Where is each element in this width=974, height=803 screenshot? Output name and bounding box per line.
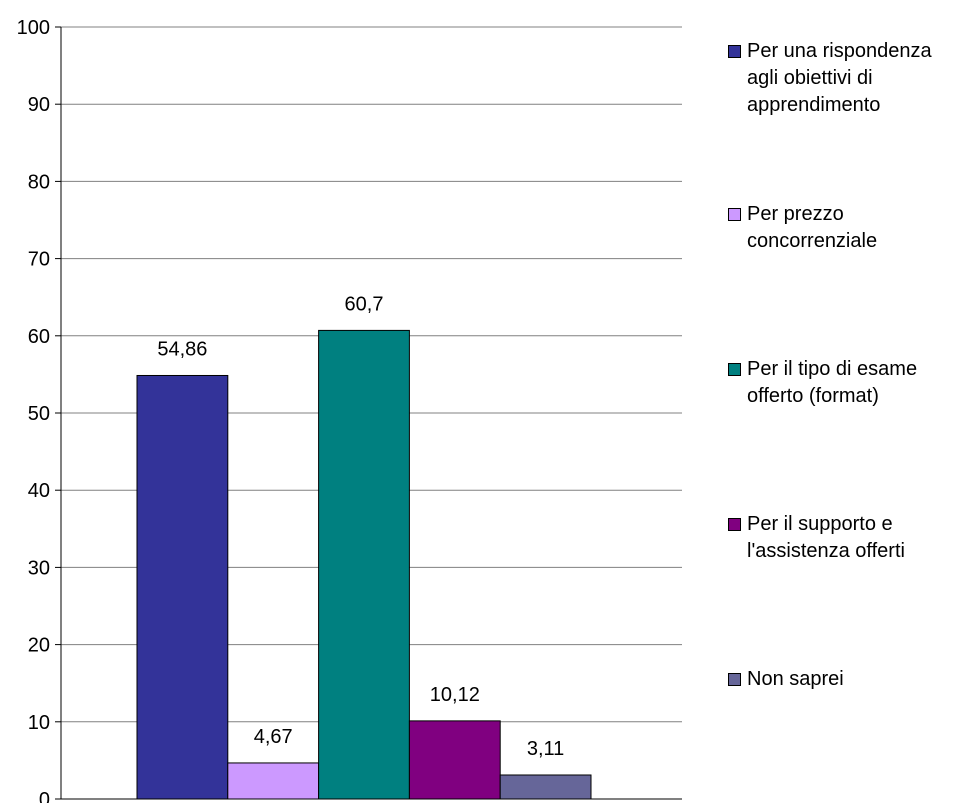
y-tick-label: 100 — [17, 17, 50, 39]
bar — [499, 774, 592, 800]
legend-swatch — [728, 673, 741, 686]
y-tick-label: 30 — [28, 557, 50, 579]
bar — [408, 720, 501, 800]
bar-value-label: 54,86 — [157, 338, 207, 360]
legend-item: Non saprei — [728, 666, 844, 693]
bar-value-label: 10,12 — [430, 684, 480, 706]
legend-swatch — [728, 208, 741, 221]
legend-label: Per una rispondenza agli obiettivi di ap… — [747, 40, 932, 116]
y-tick-label: 40 — [28, 480, 50, 502]
bar — [136, 374, 229, 800]
y-tick-label: 90 — [28, 94, 50, 116]
bar — [318, 329, 410, 800]
y-tick-label: 70 — [28, 249, 50, 271]
legend-label: Per prezzo concorrenziale — [747, 203, 878, 252]
legend-item: Per una rispondenza agli obiettivi di ap… — [728, 38, 932, 119]
legend-label: Per il supporto e l'assistenza offerti — [747, 513, 905, 562]
legend-label: Non saprei — [747, 668, 844, 690]
legend-swatch — [728, 518, 741, 531]
bar-value-label: 60,7 — [345, 293, 384, 315]
bar-value-label: 3,11 — [527, 738, 564, 760]
legend-item: Per il tipo di esame offerto (format) — [728, 356, 917, 410]
y-tick-label: 50 — [28, 403, 50, 425]
y-tick-label: 10 — [28, 712, 50, 734]
y-tick-label: 20 — [28, 635, 50, 657]
y-tick-label: 0 — [39, 789, 50, 803]
legend-swatch — [728, 363, 741, 376]
y-tick-label: 60 — [28, 326, 50, 348]
legend-swatch — [728, 45, 741, 58]
y-tick-label: 80 — [28, 171, 50, 193]
legend-item: Per prezzo concorrenziale — [728, 201, 877, 255]
legend-item: Per il supporto e l'assistenza offerti — [728, 511, 905, 565]
bar — [227, 762, 320, 800]
bar-value-label: 4,67 — [254, 726, 293, 748]
legend-label: Per il tipo di esame offerto (format) — [747, 358, 918, 407]
